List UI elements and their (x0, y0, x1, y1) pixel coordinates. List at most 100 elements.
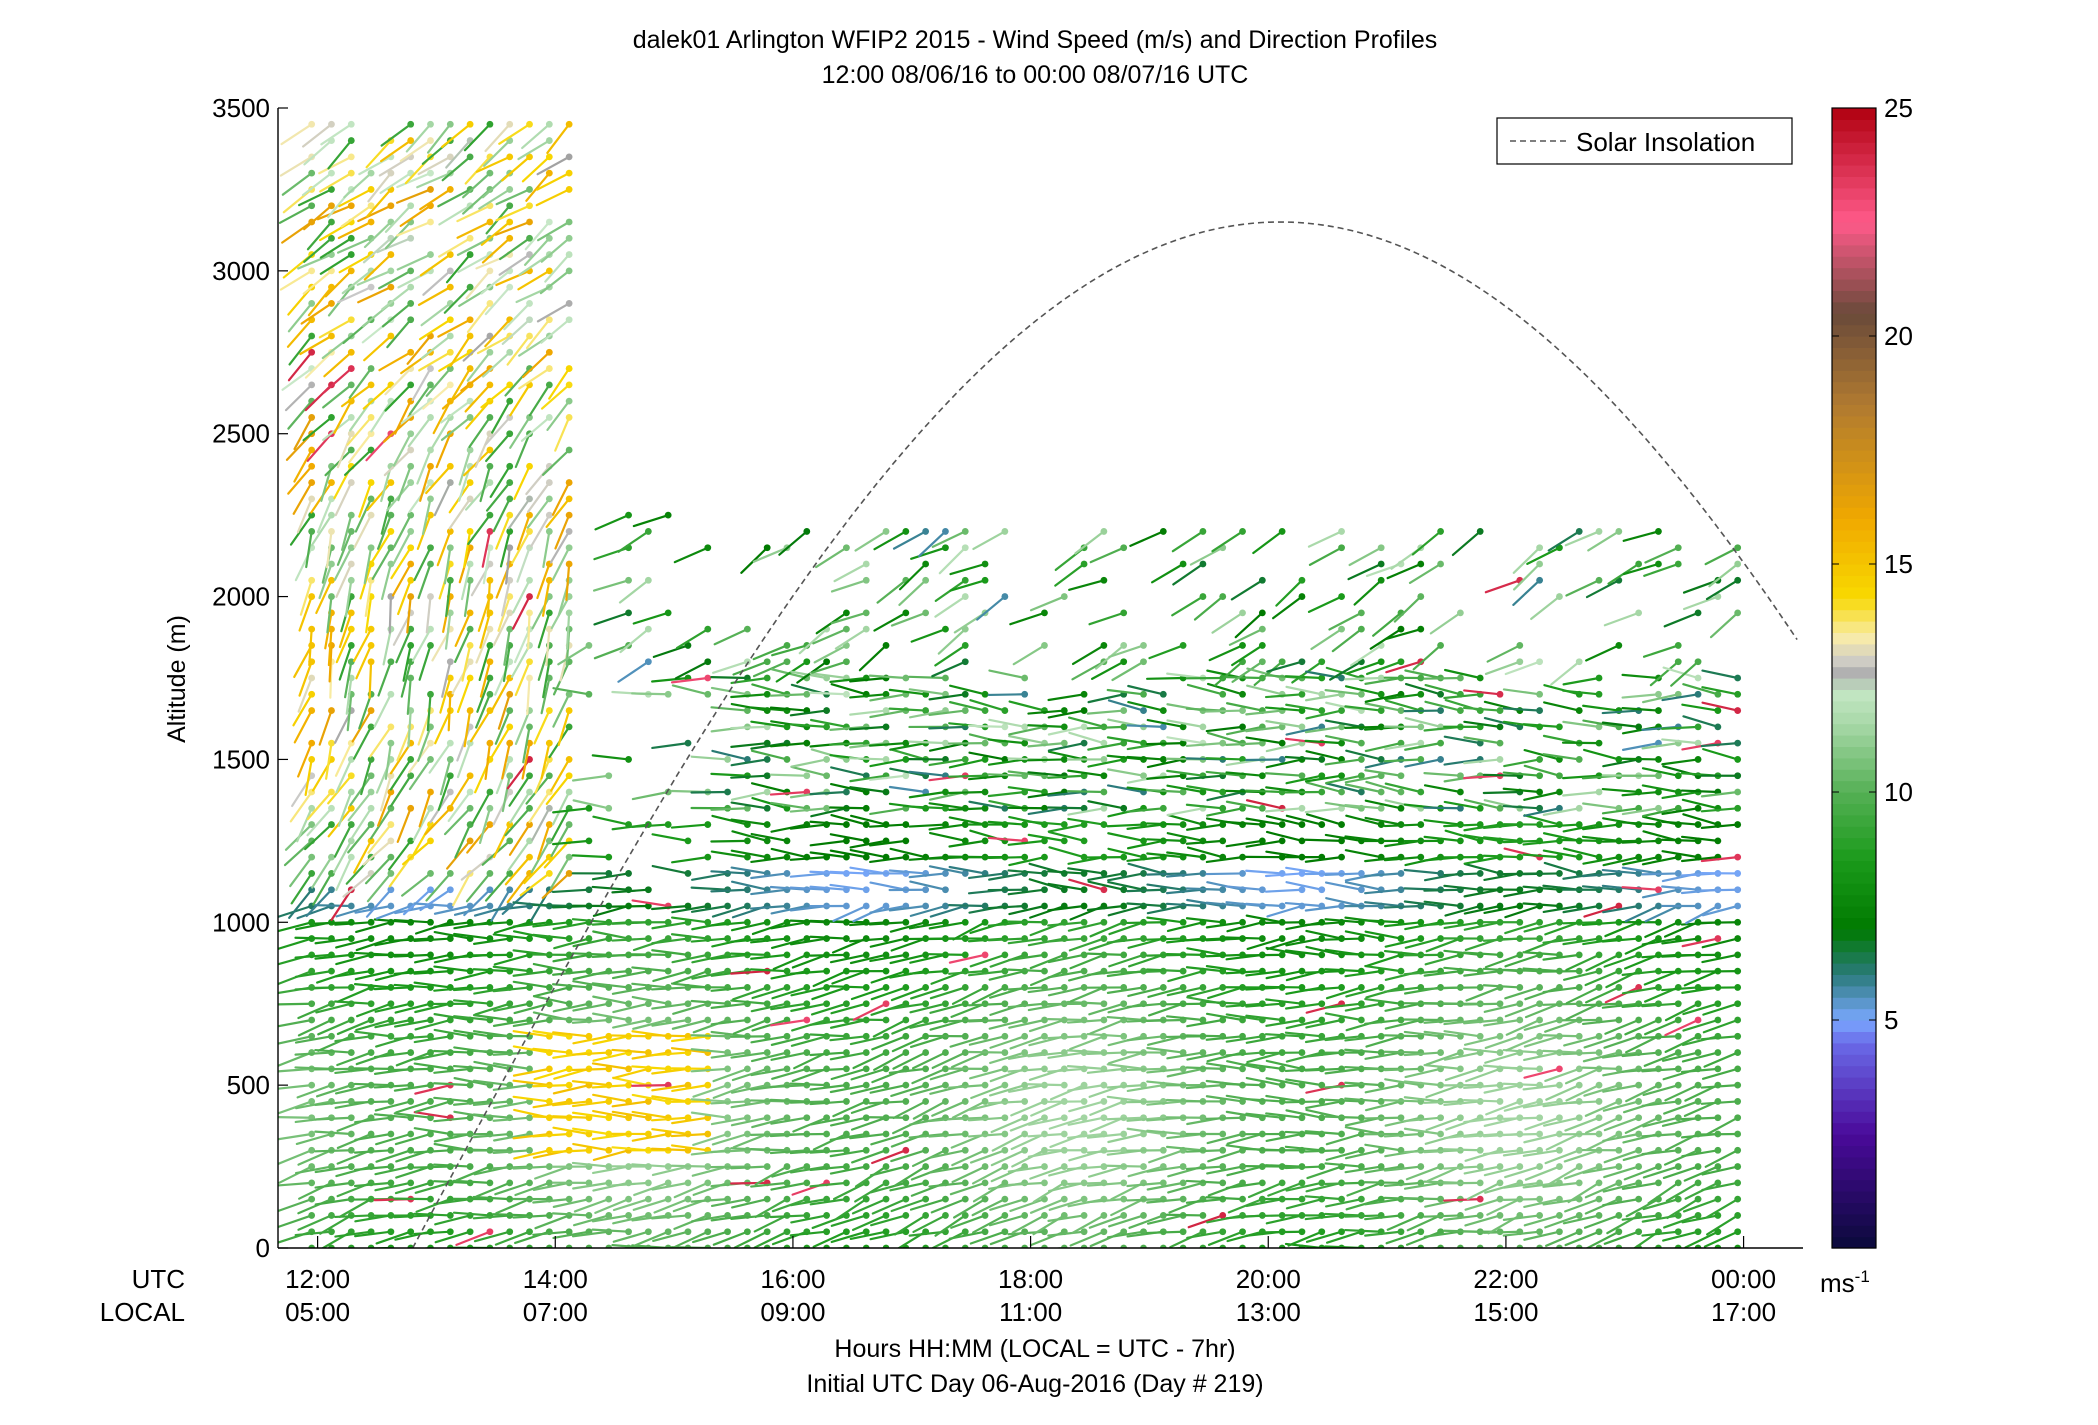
wind-barb-dot (387, 479, 395, 486)
wind-barb (366, 479, 395, 511)
wind-barb-shaft (407, 709, 412, 748)
wind-barb-dot (704, 690, 712, 698)
wind-barb (391, 560, 415, 597)
wind-barb-dot (843, 1114, 850, 1122)
wind-barb-dot (446, 316, 454, 324)
wind-barb (347, 788, 375, 822)
wind-barb-dot (862, 951, 870, 959)
wind-barb-dot (724, 1228, 731, 1236)
wind-barb-dot (783, 642, 791, 649)
wind-barb (472, 951, 514, 959)
wind-barb (371, 544, 395, 580)
wind-barb-shaft (740, 546, 769, 574)
wind-barb-dot (387, 1098, 395, 1105)
wind-barb-shaft (910, 628, 947, 643)
wind-barb-shaft (526, 1246, 531, 1248)
wind-barb-shaft (375, 1149, 412, 1163)
wind-barb-shaft (336, 1132, 373, 1150)
wind-barb-shaft (437, 318, 472, 338)
wind-barb-dot (308, 739, 316, 747)
wind-barb (541, 446, 573, 476)
wind-barb-shaft (316, 497, 333, 534)
wind-barb-shaft (447, 693, 452, 732)
wind-barb (318, 316, 355, 339)
wind-barb-dot (347, 202, 355, 210)
wind-barb (355, 642, 375, 680)
wind-barb-shaft (972, 530, 1006, 551)
wind-barb-dot (664, 1195, 672, 1203)
wind-barb-shaft (298, 595, 313, 632)
wind-barb-dot (427, 642, 434, 649)
wind-barb (769, 739, 811, 748)
wind-barb (424, 804, 454, 836)
wind-barb-dot (427, 1049, 434, 1056)
wind-barb-dot (328, 218, 335, 226)
wind-barb-dot (644, 1228, 652, 1236)
wind-barb-dot (862, 1000, 870, 1008)
wind-barb-dot (942, 902, 949, 910)
wind-barb (849, 935, 890, 943)
wind-barb-dot (902, 756, 910, 763)
wind-barb-shaft (353, 1082, 392, 1087)
wind-barb-shaft (712, 1067, 749, 1083)
wind-barb-dot (506, 218, 514, 226)
wind-barb-dot (823, 658, 831, 666)
wind-barb-shaft (809, 839, 848, 847)
wind-barb-dot (466, 1163, 474, 1170)
wind-barb-dot (545, 804, 553, 812)
wind-barb-shaft (338, 253, 373, 274)
wind-barb-dot (427, 544, 434, 552)
wind-barb (851, 1146, 890, 1164)
wind-barb-shaft (358, 693, 373, 730)
wind-barb-shaft (790, 758, 828, 768)
wind-barb-dot (942, 625, 949, 633)
wind-barb-shaft (769, 790, 808, 796)
wind-barb (304, 756, 316, 797)
wind-barb-shaft (764, 1246, 769, 1248)
wind-barb-shaft (374, 1100, 412, 1112)
wind-barb-dot (308, 1163, 316, 1170)
wind-barb-dot (526, 186, 533, 193)
wind-barb-shaft (335, 856, 353, 892)
wind-barb-dot (1001, 707, 1009, 714)
wind-barb-dot (347, 446, 355, 454)
wind-barb-shaft (301, 172, 333, 197)
wind-barb (406, 674, 415, 715)
wind-barb-dot (704, 1179, 712, 1187)
wind-barb-dot (367, 625, 375, 633)
wind-barb-dot (684, 1179, 692, 1187)
wind-barb-shaft (528, 383, 551, 417)
wind-barb-dot (486, 1179, 494, 1187)
wind-barb-dot (763, 804, 771, 812)
wind-barb-shaft (650, 1116, 690, 1122)
wind-barb-dot (407, 283, 415, 291)
wind-barb (376, 234, 415, 254)
wind-barb-dot (506, 707, 514, 714)
wind-barb-shaft (297, 253, 333, 270)
wind-barb-shaft (380, 139, 412, 163)
wind-barb-shaft (418, 644, 432, 681)
wind-barb (308, 1244, 316, 1248)
wind-barb (452, 1064, 494, 1073)
wind-barb (571, 1049, 613, 1056)
wind-barb (306, 788, 335, 821)
wind-barb-dot (823, 1000, 831, 1008)
wind-barb-dot (526, 1179, 533, 1187)
wind-barb-dot (862, 902, 870, 910)
wind-barb-shaft (293, 448, 313, 483)
wind-barb-dot (526, 495, 533, 503)
wind-barb-dot (526, 1000, 533, 1008)
wind-barb (340, 202, 375, 228)
wind-barb-shaft (446, 1246, 452, 1248)
wind-barb (809, 951, 850, 959)
wind-barb (967, 1049, 1009, 1056)
wind-barb-shaft (413, 953, 452, 964)
wind-barb-dot (981, 1179, 989, 1187)
wind-barb-dot (446, 935, 454, 942)
wind-barb (591, 870, 632, 881)
wind-barb-dot (922, 576, 930, 584)
wind-barb (467, 511, 494, 546)
wind-barb-dot (486, 576, 494, 584)
wind-barb-shaft (375, 1230, 412, 1245)
wind-barb-dot (387, 202, 395, 210)
